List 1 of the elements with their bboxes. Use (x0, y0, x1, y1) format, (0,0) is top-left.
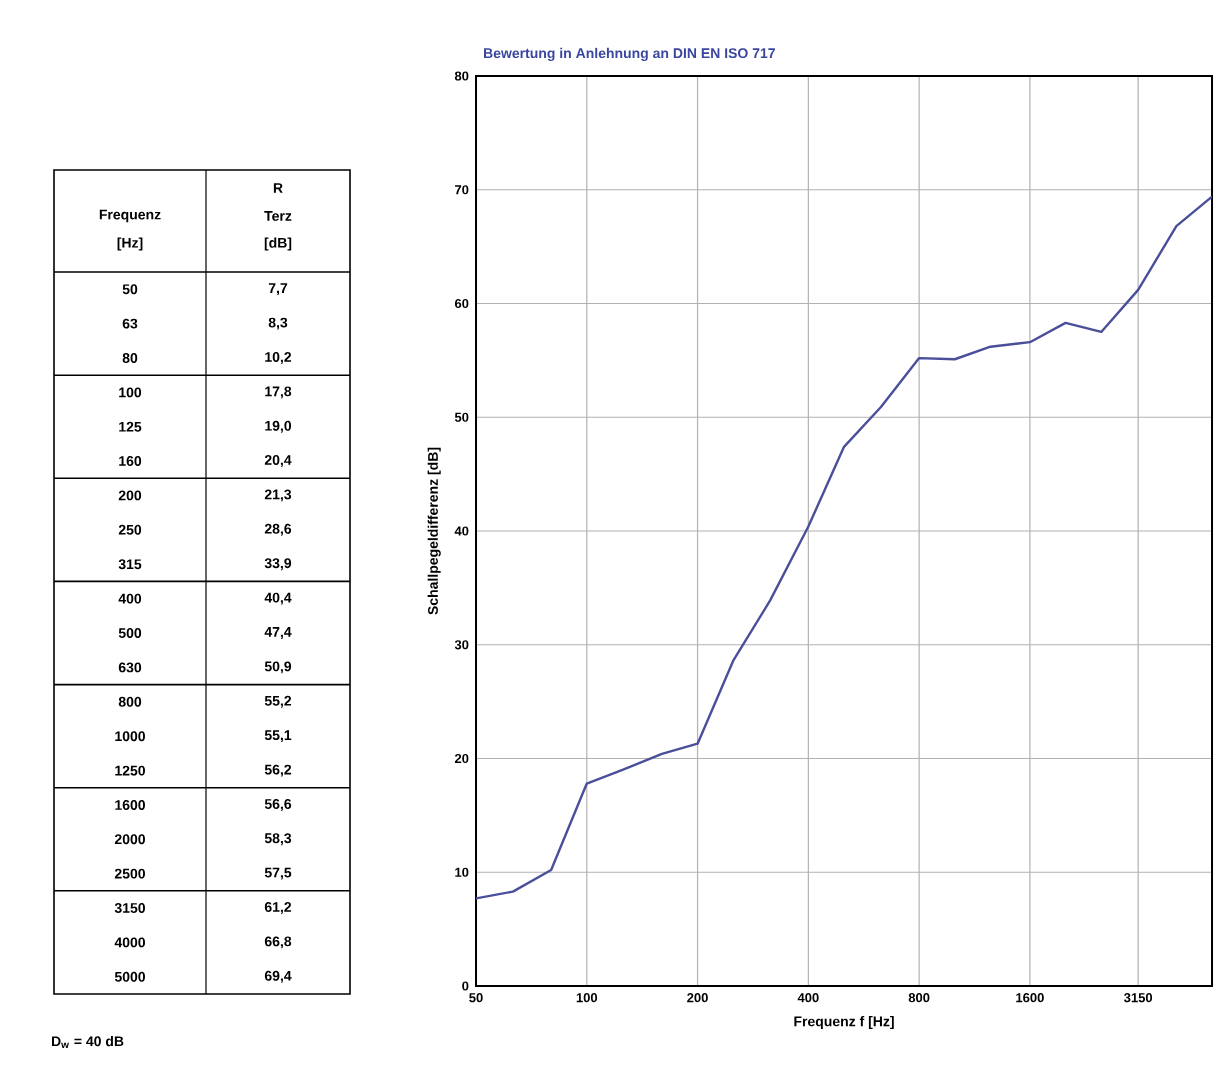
line-series (476, 195, 1213, 900)
